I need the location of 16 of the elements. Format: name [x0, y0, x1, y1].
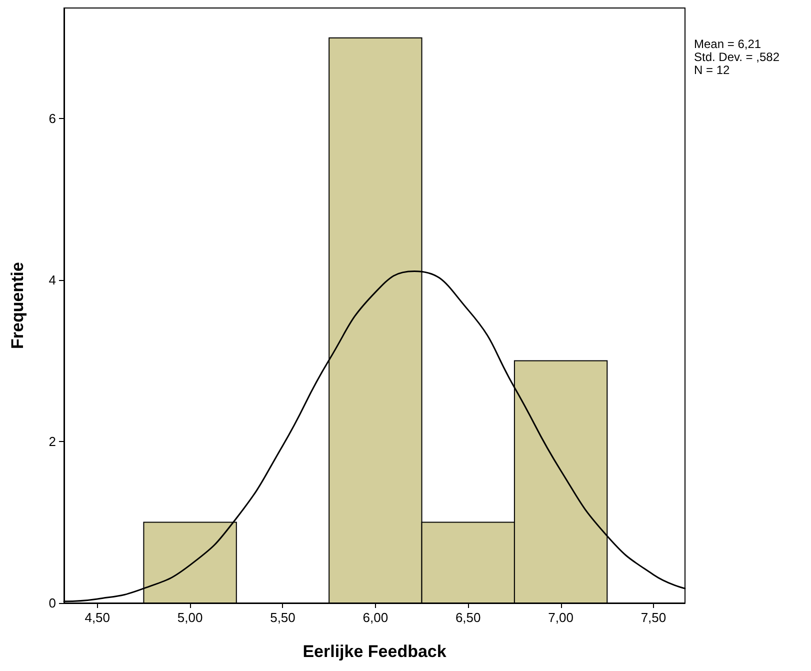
y-tick-label: 0	[48, 596, 56, 610]
x-tick-label: 7,00	[548, 610, 574, 625]
y-axis-title: Frequentie	[8, 262, 27, 349]
x-tick-label: 6,00	[362, 610, 388, 625]
x-tick-label: 6,50	[455, 610, 481, 625]
text: N = 12	[694, 63, 730, 77]
y-tick-label: 2	[48, 434, 56, 450]
x-tick-label: 4,50	[84, 610, 110, 625]
y-tick-label: 6	[48, 111, 56, 126]
y-tick-label: 4	[48, 272, 56, 288]
x-tick-label: 5,00	[177, 610, 203, 625]
x-tick-label: 5,50	[270, 610, 296, 625]
x-axis-title: Eerlijke Feedback	[302, 642, 447, 661]
text: Std. Dev. = ,582	[694, 50, 780, 64]
text: Mean = 6,21	[694, 37, 762, 51]
x-tick-label: 7,50	[640, 610, 666, 625]
